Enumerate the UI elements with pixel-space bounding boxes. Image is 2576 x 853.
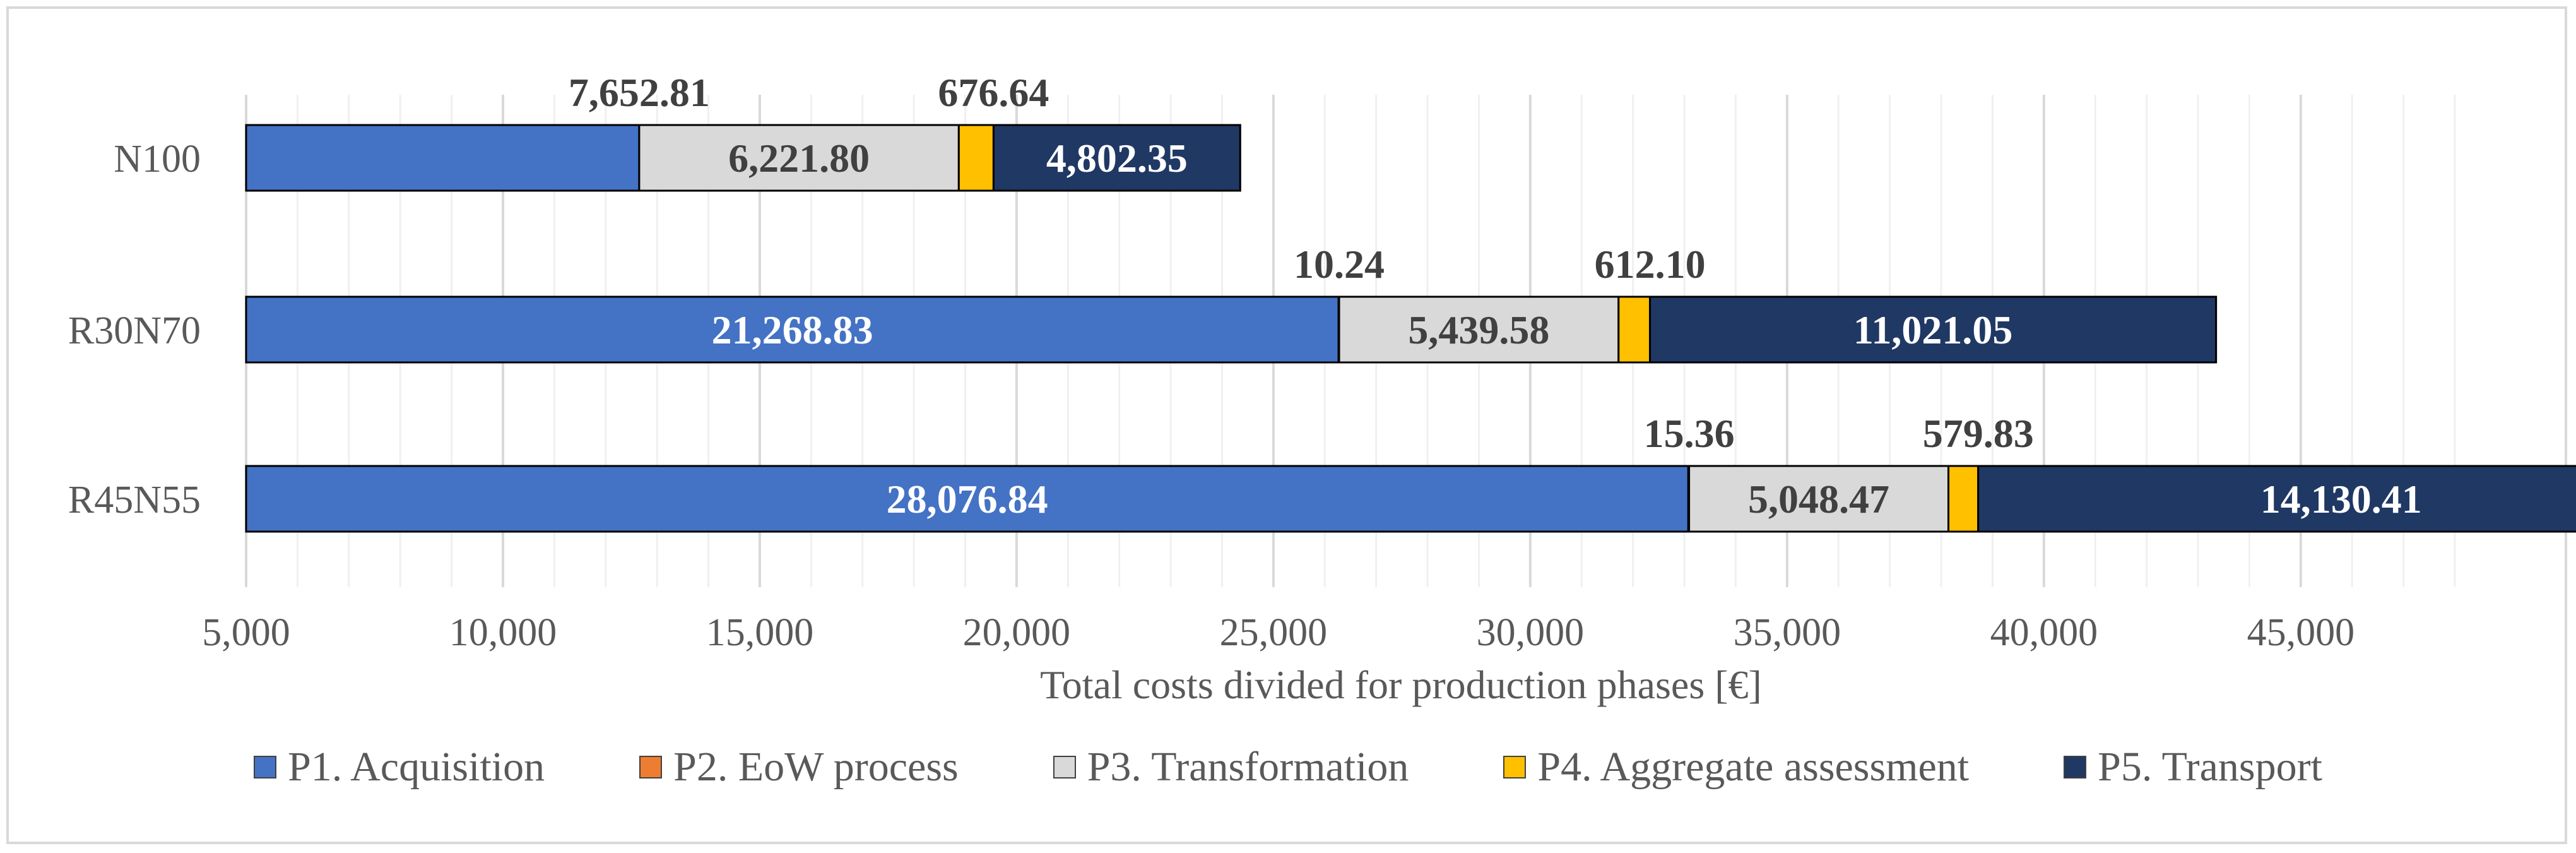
bar-segment bbox=[1617, 295, 1651, 364]
x-tick-label: 45,000 bbox=[2247, 611, 2355, 654]
legend-label: P1. Acquisition bbox=[288, 744, 545, 790]
bar-segment bbox=[1649, 295, 2218, 364]
data-label: 10.24 bbox=[1294, 242, 1385, 287]
bar-chart: 5,000 10,000 15,000 20,000 25,000 30,000 35,00… bbox=[68, 70, 2576, 707]
legend-item: P2. EoW process bbox=[639, 743, 959, 791]
bar-segment bbox=[245, 124, 641, 192]
legend-label: P4. Aggregate assessment bbox=[1537, 744, 1970, 790]
legend-item: P5. Transport bbox=[2064, 743, 2322, 791]
legend-label: P2. EoW process bbox=[673, 744, 959, 790]
data-label: 4,802.35 bbox=[1046, 136, 1188, 181]
bars bbox=[245, 124, 2576, 533]
data-label: 579.83 bbox=[1923, 411, 2034, 456]
bar-segment bbox=[1977, 465, 2576, 533]
x-tick-label: 5,000 bbox=[202, 611, 290, 654]
data-label: 21,268.83 bbox=[712, 307, 873, 352]
bar-segment bbox=[1947, 465, 1980, 533]
x-tick-label: 25,000 bbox=[1220, 611, 1328, 654]
data-label: 5,048.47 bbox=[1748, 477, 1889, 522]
legend-label: P3. Transformation bbox=[1087, 744, 1409, 790]
data-label: 676.64 bbox=[938, 70, 1049, 115]
legend-swatch bbox=[1053, 756, 1076, 778]
category-labels: N100 R30N70 R45N55 bbox=[68, 138, 201, 522]
data-label: 612.10 bbox=[1595, 242, 1706, 287]
data-label: 5,439.58 bbox=[1408, 307, 1549, 352]
category-label: R30N70 bbox=[68, 309, 201, 352]
data-label: 11,021.05 bbox=[1853, 307, 2012, 352]
data-label: 14,130.41 bbox=[2260, 477, 2422, 522]
legend-label: P5. Transport bbox=[2098, 744, 2322, 790]
bar-segment bbox=[957, 124, 995, 192]
data-label: 28,076.84 bbox=[887, 477, 1048, 522]
x-tick-label: 20,000 bbox=[963, 611, 1071, 654]
legend: P1. Acquisition P2. EoW process P3. Transf… bbox=[0, 739, 2576, 796]
legend-swatch bbox=[1503, 756, 1527, 778]
data-label: 7,652.81 bbox=[569, 70, 710, 115]
legend-swatch bbox=[254, 756, 277, 778]
legend-item: P3. Transformation bbox=[1053, 743, 1409, 791]
category-label: N100 bbox=[114, 138, 201, 181]
data-labels: 7,652.81 6,221.80 676.64 4,802.35 21,268.83 1… bbox=[569, 70, 2422, 522]
x-axis-ticks: 5,000 10,000 15,000 20,000 25,000 30,000 35,00… bbox=[202, 611, 2354, 654]
bar-segment bbox=[992, 124, 1241, 192]
x-tick-label: 10,000 bbox=[449, 611, 557, 654]
data-label: 6,221.80 bbox=[728, 136, 870, 181]
bar-segment bbox=[245, 465, 1689, 533]
legend-item: P1. Acquisition bbox=[254, 743, 545, 791]
category-label: R45N55 bbox=[68, 479, 201, 522]
x-axis-title: Total costs divided for production phase… bbox=[1040, 662, 1762, 707]
x-tick-label: 35,000 bbox=[1734, 611, 1841, 654]
bar-segment bbox=[1688, 465, 1949, 533]
legend-swatch bbox=[639, 756, 663, 778]
data-label: 15.36 bbox=[1644, 411, 1735, 456]
x-tick-label: 30,000 bbox=[1477, 611, 1585, 654]
legend-item: P4. Aggregate assessment bbox=[1503, 743, 1969, 791]
legend-swatch bbox=[2064, 756, 2087, 778]
bar-segment bbox=[245, 295, 1340, 364]
bar-segment bbox=[1338, 295, 1620, 364]
x-tick-label: 15,000 bbox=[706, 611, 814, 654]
x-tick-label: 40,000 bbox=[1990, 611, 2098, 654]
